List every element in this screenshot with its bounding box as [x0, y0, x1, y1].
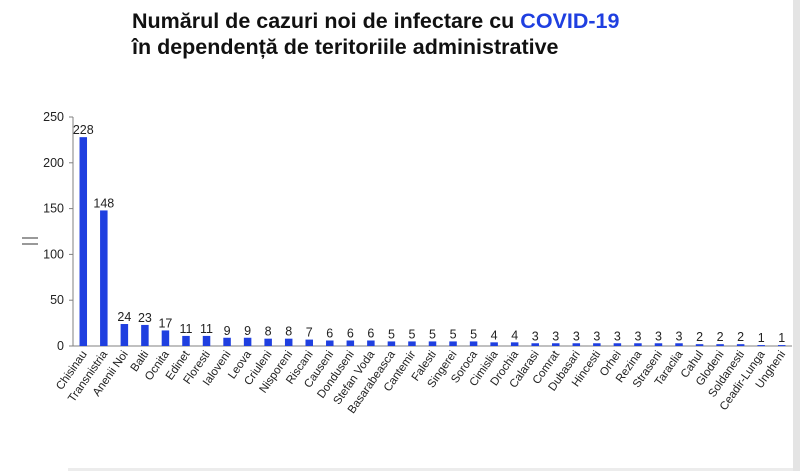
data-label: 3: [593, 329, 600, 343]
data-label: 148: [93, 196, 114, 210]
bar-soroca: [469, 341, 478, 346]
data-label: 3: [614, 329, 621, 343]
chart-title: Numărul de cazuri noi de infectare cu CO…: [132, 8, 752, 60]
data-label: 17: [158, 316, 172, 330]
data-label: 4: [491, 328, 498, 342]
data-label: 24: [117, 310, 131, 324]
data-label: 23: [138, 311, 152, 325]
bar-singerei: [449, 341, 457, 346]
data-label: 6: [347, 327, 354, 341]
data-label: 11: [200, 322, 213, 336]
y-tick-label: 50: [50, 293, 64, 307]
y-tick-label: 100: [43, 247, 64, 261]
y-tick-label: 0: [57, 339, 64, 353]
data-label: 3: [655, 329, 662, 343]
bar-criuleni: [264, 338, 272, 346]
bar-anenii-noi: [120, 324, 129, 346]
data-label: 9: [244, 324, 251, 338]
panel-edge: [793, 0, 800, 471]
data-label: 9: [224, 324, 231, 338]
bars: [79, 137, 786, 347]
bar-falesti: [428, 341, 437, 346]
bar-ialoveni: [223, 337, 231, 346]
data-label: 4: [511, 328, 518, 342]
bar-rezina: [634, 343, 642, 346]
data-label: 7: [306, 326, 313, 340]
bar-cantemir: [408, 341, 416, 346]
data-label: 1: [778, 331, 785, 345]
bar-ocnita: [161, 330, 170, 346]
bar-donduseni: [346, 340, 355, 346]
bar-riscani: [305, 339, 313, 346]
bar-transnistria: [100, 210, 108, 346]
data-label: 3: [532, 329, 539, 343]
bar-edinet: [182, 335, 190, 346]
bar-cimislia: [490, 342, 498, 346]
data-label: 3: [676, 329, 683, 343]
bar-ceadir-lunga: [757, 345, 765, 347]
bar-floresti: [202, 335, 211, 346]
y-tick-label: 150: [43, 202, 64, 216]
data-label: 3: [573, 329, 580, 343]
data-label: 228: [73, 123, 94, 137]
data-label: 6: [326, 327, 333, 341]
bar-dubasari: [572, 343, 581, 346]
bar-calarasi: [531, 343, 539, 346]
data-label: 2: [696, 330, 703, 344]
bar-drochia: [510, 342, 519, 346]
data-label: 2: [717, 330, 724, 344]
bar-chisinau: [79, 137, 88, 346]
bar-soldanesti: [736, 344, 745, 346]
bar-glodeni: [716, 344, 724, 346]
bar-stefan-voda: [367, 340, 375, 346]
chart-title-line: Numărul de cazuri noi de infectare cu CO…: [132, 8, 752, 34]
bar-basarabeasca: [387, 341, 396, 346]
bar-leova: [243, 337, 252, 346]
y-tick-label: 250: [43, 110, 64, 124]
chart-title-highlight: COVID-19: [520, 9, 620, 33]
data-label: 11: [179, 322, 192, 336]
data-label: 5: [450, 327, 457, 341]
data-label: 5: [429, 327, 436, 341]
data-label: 8: [285, 325, 292, 339]
bar-comrat: [552, 343, 560, 346]
y-tick-label: 200: [43, 156, 64, 170]
bar-straseni: [654, 343, 663, 346]
chart-title-text: Numărul de cazuri noi de infectare cu: [132, 9, 521, 33]
corner-box: [0, 432, 68, 471]
bar-taraclia: [675, 343, 683, 346]
bar-causeni: [326, 340, 334, 346]
data-label: 5: [408, 327, 415, 341]
data-label: 5: [388, 327, 395, 341]
data-label: 6: [367, 327, 374, 341]
data-label: 8: [265, 325, 272, 339]
data-label: 1: [758, 331, 765, 345]
data-label: 2: [737, 330, 744, 344]
bar-ungheni: [777, 345, 786, 347]
y-axis-ticks: 0 50 100 150 200 250: [43, 110, 73, 353]
data-label: 3: [634, 329, 641, 343]
bar-nisporeni: [284, 338, 293, 346]
bar-orhei: [613, 343, 622, 346]
bar-cahul: [695, 344, 704, 346]
data-label: 5: [470, 327, 477, 341]
data-label: 3: [552, 329, 559, 343]
chart-subtitle: în dependență de teritoriile administrat…: [132, 35, 559, 59]
bar-hincesti: [593, 343, 601, 346]
bar-balti: [141, 324, 149, 346]
